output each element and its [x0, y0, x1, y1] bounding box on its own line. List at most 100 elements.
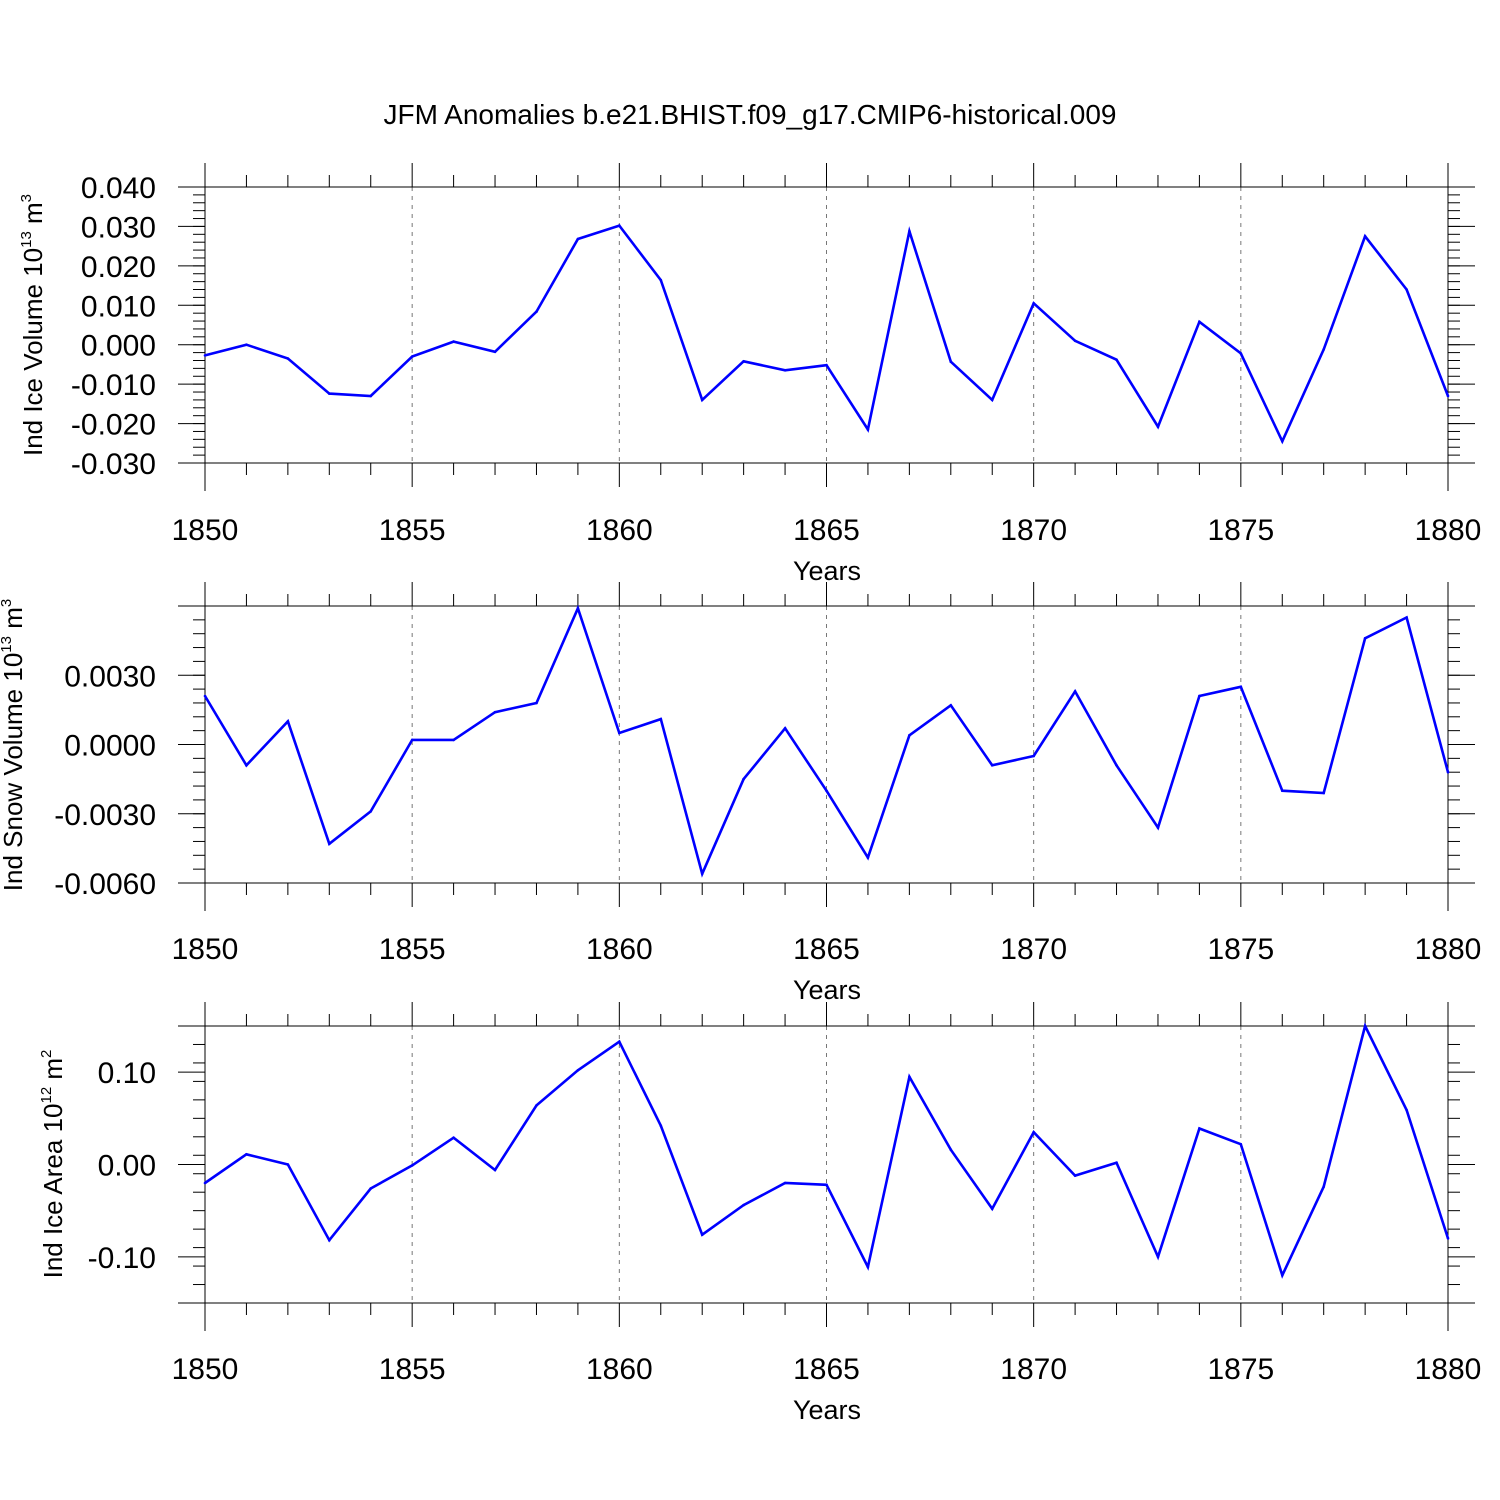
y-tick-label: -0.0030 [54, 799, 156, 832]
data-point [369, 394, 373, 398]
data-point [990, 398, 994, 402]
data-point [1405, 288, 1408, 291]
x-tick-label: 1865 [793, 514, 860, 547]
y-axis-title-exp: 13 [0, 636, 15, 653]
x-tick-label: 1875 [1207, 1353, 1274, 1386]
y-tick-label: -0.010 [71, 369, 156, 402]
data-point [1363, 637, 1367, 640]
x-tick-label: 1855 [379, 933, 446, 966]
data-point [866, 428, 870, 431]
data-point [1198, 1127, 1201, 1130]
data-point [1446, 1237, 1450, 1240]
data-point [286, 720, 290, 723]
data-point [1446, 770, 1450, 774]
y-axis-title-unit-exp: 3 [18, 194, 35, 202]
data-point [1239, 352, 1243, 355]
y-tick-label: 0.010 [81, 290, 156, 323]
data-point [328, 842, 331, 846]
y-tick-label: -0.020 [71, 409, 156, 442]
data-point [493, 350, 497, 354]
data-point [1156, 826, 1160, 829]
data-point [1198, 320, 1201, 324]
data-point [286, 1163, 290, 1166]
y-axis-title-unit: m [38, 1058, 68, 1087]
data-point [452, 340, 455, 343]
data-point [1322, 791, 1325, 795]
data-point [908, 1075, 911, 1079]
x-tick-label: 1875 [1207, 514, 1274, 547]
data-point [452, 738, 455, 742]
data-point [1073, 690, 1077, 693]
data-point [1281, 440, 1284, 443]
data-point [783, 727, 787, 730]
panel-3: -0.10 0.00 0.10 1850 1855 1860 1865 1870 1875 188… [38, 1002, 1481, 1425]
data-point [825, 1183, 828, 1187]
data-point [700, 1233, 704, 1236]
y-axis-title-unit: m [0, 607, 28, 636]
y-axis-title-main: Ind Ice Volume 10 [18, 248, 48, 456]
y-axis-title-main: Ind Snow Volume 10 [0, 653, 28, 892]
data-point [245, 1153, 248, 1156]
x-tick-label: 1855 [379, 514, 446, 547]
y-axis-title-unit: m [18, 202, 48, 231]
data-point [618, 1040, 621, 1043]
x-tick-label: 1850 [172, 1353, 239, 1386]
data-point [493, 710, 497, 714]
y-tick-label: 0.0030 [64, 660, 156, 693]
x-tick-label: 1880 [1415, 1353, 1482, 1386]
data-point [659, 717, 663, 721]
data-point [493, 1168, 497, 1172]
data-point [1405, 1108, 1408, 1112]
panels: -0.030 -0.020 -0.010 0.000 0.010 0.020 0.030 0.… [0, 163, 1481, 1425]
chart-title: JFM Anomalies b.e21.BHIST.f09_g17.CMIP6-… [383, 99, 1116, 130]
data-point [1281, 789, 1284, 792]
x-tick-label: 1880 [1415, 933, 1482, 966]
data-point [576, 237, 580, 241]
data-point [576, 1069, 580, 1072]
panel-1: -0.030 -0.020 -0.010 0.000 0.010 0.020 0.030 0.… [18, 163, 1481, 586]
data-point [328, 1238, 331, 1242]
data-point [618, 224, 621, 227]
y-axis-title-unit-exp: 2 [38, 1050, 55, 1058]
data-point [1446, 394, 1450, 398]
x-tick-label: 1880 [1415, 514, 1482, 547]
data-point [203, 1181, 207, 1185]
data-point [452, 1136, 455, 1139]
data-point [410, 355, 414, 358]
data-point [825, 363, 828, 367]
data-point [742, 360, 745, 363]
data-point [990, 1207, 994, 1211]
data-point [1115, 1161, 1118, 1164]
x-tick-label: 1860 [586, 514, 653, 547]
data-point [1239, 685, 1243, 689]
data-point [369, 1187, 373, 1190]
data-point [1198, 694, 1201, 698]
data-point [245, 343, 248, 347]
data-point [1073, 1174, 1077, 1177]
x-tick-label: 1870 [1000, 514, 1067, 547]
data-point [1156, 1255, 1160, 1259]
y-axis-title: Ind Ice Volume 1013 m3 [18, 194, 48, 456]
y-tick-label: 0.0000 [64, 730, 156, 763]
data-point [410, 738, 414, 742]
data-point [1032, 302, 1035, 305]
x-tick-label: 1870 [1000, 933, 1067, 966]
x-tick-label: 1850 [172, 933, 239, 966]
x-axis-title: Years [793, 556, 861, 586]
data-point [369, 810, 373, 813]
data-point [783, 1181, 787, 1185]
x-axis-title: Years [793, 975, 861, 1005]
data-point [659, 1124, 663, 1127]
data-point [1281, 1274, 1284, 1277]
data-point [1073, 339, 1077, 343]
data-point [618, 731, 621, 735]
data-point [1115, 764, 1118, 767]
y-axis-title-exp: 13 [18, 231, 35, 248]
y-tick-label: 0.020 [81, 251, 156, 284]
data-point [825, 789, 828, 792]
data-point [576, 607, 580, 610]
y-tick-label: 0.00 [98, 1150, 156, 1183]
data-point [742, 1203, 745, 1207]
data-point [1032, 1130, 1035, 1134]
